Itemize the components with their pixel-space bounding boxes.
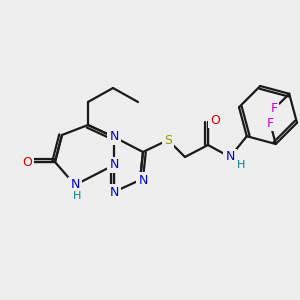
Text: H: H <box>237 160 245 170</box>
Text: S: S <box>164 134 172 146</box>
Text: N: N <box>109 185 119 199</box>
Text: N: N <box>225 151 235 164</box>
Text: N: N <box>109 158 119 172</box>
Text: O: O <box>210 113 220 127</box>
Text: N: N <box>70 178 80 191</box>
Text: N: N <box>138 173 148 187</box>
Text: F: F <box>267 117 274 130</box>
Text: F: F <box>271 102 278 115</box>
Text: N: N <box>109 130 119 143</box>
Text: H: H <box>73 191 81 201</box>
Text: O: O <box>22 155 32 169</box>
